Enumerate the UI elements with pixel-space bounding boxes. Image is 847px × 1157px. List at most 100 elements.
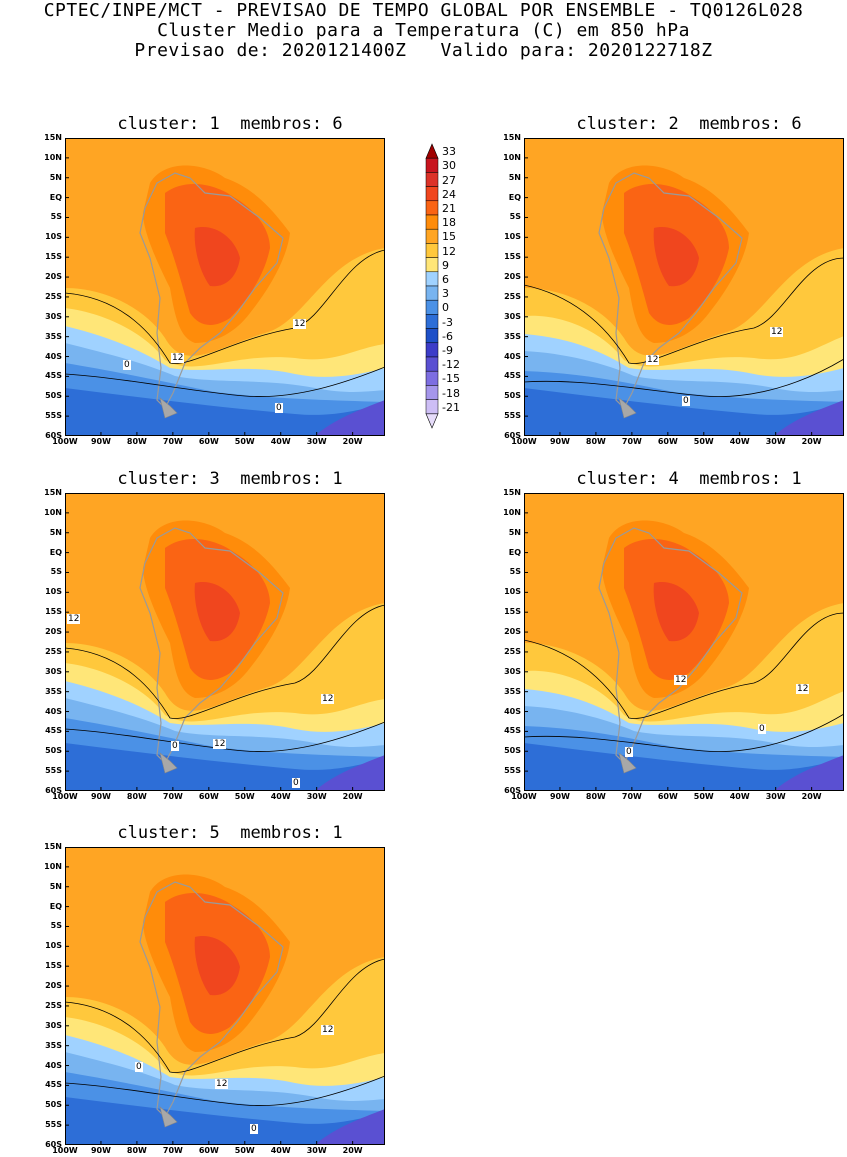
- longitude-label: 100W: [52, 1146, 78, 1155]
- colorbar-swatch: [425, 285, 439, 301]
- temperature-map-panel: [524, 138, 844, 436]
- longitude-label: 90W: [549, 437, 570, 446]
- latitude-label: 20S: [45, 272, 62, 282]
- latitude-label: 50S: [45, 1100, 62, 1110]
- longitude-label: 40W: [270, 792, 291, 801]
- latitude-label: 45S: [45, 1080, 62, 1090]
- colorbar-label: 3: [442, 287, 449, 301]
- colorbar-label: 27: [442, 173, 456, 187]
- header-line-2: Cluster Medio para a Temperatura (C) em …: [157, 20, 690, 41]
- longitude-label: 50W: [693, 792, 714, 801]
- latitude-label: 5N: [49, 172, 62, 182]
- latitude-label: 25S: [504, 291, 521, 301]
- latitude-label: 10S: [45, 587, 62, 597]
- longitude-label: 40W: [270, 437, 291, 446]
- longitude-label: 70W: [621, 437, 642, 446]
- contour-label: 12: [674, 675, 688, 685]
- contour-label: 0: [171, 741, 179, 751]
- latitude-label: 30S: [45, 311, 62, 321]
- latitude-label: 15S: [45, 961, 62, 971]
- contour-label: 0: [758, 724, 766, 734]
- latitude-label: 20S: [45, 627, 62, 637]
- panel-title: cluster: 5 membros: 1: [117, 823, 343, 843]
- latitude-label: 20S: [504, 627, 521, 637]
- colorbar-swatch: [425, 157, 439, 173]
- latitude-label: 40S: [504, 351, 521, 361]
- latitude-label: 35S: [45, 686, 62, 696]
- colorbar-label: -21: [442, 400, 460, 414]
- latitude-label: 60S: [45, 1140, 62, 1149]
- longitude-label: 80W: [126, 437, 147, 446]
- contour-label: 12: [770, 327, 784, 337]
- latitude-label: 10S: [504, 232, 521, 242]
- longitude-label: 70W: [162, 792, 183, 801]
- longitude-label: 70W: [162, 1146, 183, 1155]
- longitude-label: 40W: [729, 792, 750, 801]
- contour-label: 0: [135, 1062, 143, 1072]
- latitude-label: 10N: [503, 152, 521, 162]
- latitude-label: 40S: [504, 706, 521, 716]
- latitude-label: 50S: [504, 746, 521, 756]
- latitude-label: 55S: [504, 411, 521, 421]
- latitude-label: 25S: [45, 646, 62, 656]
- colorbar-swatch: [425, 228, 439, 244]
- longitude-label: 30W: [306, 437, 327, 446]
- latitude-label: 55S: [45, 766, 62, 776]
- longitude-label: 90W: [90, 1146, 111, 1155]
- longitude-label: 100W: [511, 792, 537, 801]
- latitude-label: 10S: [45, 232, 62, 242]
- latitude-label: 15N: [503, 488, 521, 497]
- contour-label: 0: [292, 778, 300, 788]
- longitude-label: 50W: [693, 437, 714, 446]
- temperature-map-panel: [524, 493, 844, 791]
- colorbar-label: 21: [442, 202, 456, 215]
- latitude-label: 5N: [49, 881, 62, 891]
- colorbar-label: -18: [442, 386, 460, 400]
- contour-label: 12: [646, 355, 660, 365]
- longitude-label: 100W: [511, 437, 537, 446]
- colorbar-swatch: [425, 342, 439, 358]
- contour-label: 12: [796, 684, 810, 694]
- colorbar-swatch: [425, 299, 439, 315]
- latitude-label: EQ: [49, 547, 62, 557]
- panel-title: cluster: 4 membros: 1: [576, 469, 802, 489]
- latitude-label: 5N: [508, 527, 521, 537]
- latitude-label: 35S: [45, 331, 62, 341]
- colorbar-label: 18: [442, 216, 456, 230]
- longitude-label: 70W: [621, 792, 642, 801]
- contour-label: 12: [321, 694, 335, 704]
- latitude-label: 60S: [504, 431, 521, 440]
- colorbar-swatch: [425, 214, 439, 230]
- latitude-label: 30S: [504, 666, 521, 676]
- latitude-label: EQ: [508, 547, 521, 557]
- contour-label: 12: [67, 614, 81, 624]
- contour-label: 0: [123, 360, 131, 370]
- panel-title: cluster: 2 membros: 6: [576, 114, 802, 134]
- temperature-map-panel: [65, 493, 385, 791]
- longitude-label: 90W: [90, 437, 111, 446]
- latitude-label: 35S: [504, 686, 521, 696]
- longitude-label: 100W: [52, 792, 78, 801]
- latitude-label: 30S: [504, 311, 521, 321]
- latitude-label: 5N: [49, 527, 62, 537]
- latitude-label: 35S: [504, 331, 521, 341]
- colorbar-swatch: [425, 271, 439, 287]
- latitude-label: 10N: [44, 861, 62, 871]
- latitude-label: 55S: [45, 411, 62, 421]
- latitude-label: 15S: [45, 252, 62, 262]
- colorbar-label: 24: [442, 187, 456, 201]
- colorbar-swatch: [425, 370, 439, 386]
- contour-label: 0: [250, 1124, 258, 1134]
- latitude-label: 10N: [44, 152, 62, 162]
- latitude-label: 25S: [45, 291, 62, 301]
- colorbar-scale: [425, 143, 439, 429]
- contour-label: 12: [213, 739, 227, 749]
- latitude-label: 25S: [45, 1000, 62, 1010]
- colorbar-swatch: [425, 143, 439, 159]
- colorbar-swatch: [425, 399, 439, 415]
- latitude-label: 30S: [45, 1020, 62, 1030]
- latitude-label: 40S: [45, 706, 62, 716]
- longitude-label: 50W: [234, 1146, 255, 1155]
- longitude-label: 40W: [270, 1146, 291, 1155]
- latitude-label: 50S: [45, 746, 62, 756]
